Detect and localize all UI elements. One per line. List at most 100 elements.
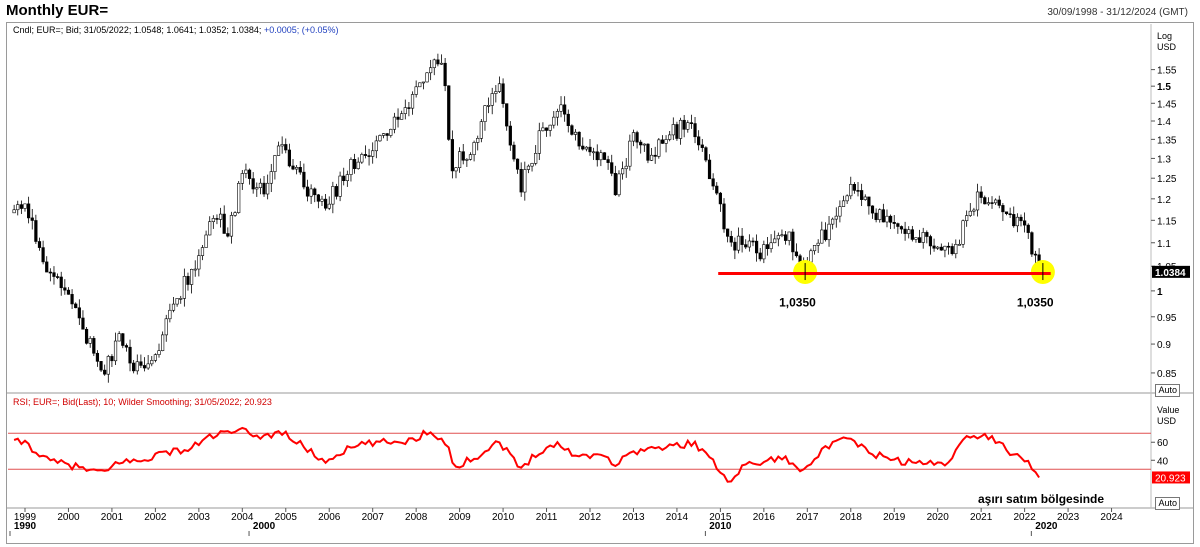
candle-up <box>592 151 596 154</box>
x-tick-label: 2001 <box>101 512 124 523</box>
candle-down <box>19 204 23 209</box>
candle-up <box>834 215 838 220</box>
candle-up <box>1015 216 1019 227</box>
candle-up <box>113 340 118 362</box>
candle-down <box>682 119 686 130</box>
candle-down <box>744 244 748 248</box>
candle-up <box>671 124 675 136</box>
candle-down <box>92 338 96 354</box>
candle-up <box>773 238 777 244</box>
candle-down <box>856 190 860 192</box>
candle-up <box>16 204 20 211</box>
x-tick-label: 2019 <box>883 512 906 523</box>
last-price-label: 1.0384 <box>1155 268 1186 279</box>
candle-up <box>494 91 498 94</box>
price-tick-label: 1.4 <box>1157 117 1171 128</box>
rsi-auto-button[interactable]: Auto <box>1155 497 1180 510</box>
candle-up <box>617 173 621 196</box>
candle-down <box>852 184 856 191</box>
candle-down <box>103 369 107 375</box>
candle-up <box>190 269 194 285</box>
x-decade-label: 2000 <box>253 521 276 532</box>
candle-up <box>780 234 784 237</box>
candle-down <box>925 232 929 237</box>
rsi-last-box <box>1152 471 1190 484</box>
price-tick-label: 0.9 <box>1157 340 1171 351</box>
candle-down <box>765 244 770 250</box>
candle-up <box>200 247 205 256</box>
candle-down <box>544 127 549 131</box>
candle-up <box>403 107 407 114</box>
candle-up <box>820 229 824 244</box>
candle-down <box>45 261 49 273</box>
candle-up <box>649 154 654 161</box>
x-tick-label: 1999 <box>14 512 37 523</box>
x-tick-label: 2003 <box>188 512 211 523</box>
candle-down <box>66 289 71 295</box>
candle-up <box>838 206 842 217</box>
candle-up <box>548 124 552 131</box>
price-auto-button[interactable]: Auto <box>1155 384 1180 397</box>
candle-up <box>559 104 563 112</box>
candle-down <box>63 287 67 291</box>
candle-down <box>755 240 759 254</box>
candle-down <box>305 186 310 197</box>
candle-up <box>584 146 588 150</box>
candle-down <box>653 154 657 157</box>
candle-down <box>128 346 132 364</box>
candle-up <box>914 237 918 240</box>
candle-up <box>208 221 212 236</box>
candle-up <box>237 182 241 213</box>
candle-up <box>273 155 277 172</box>
candle-up <box>541 127 545 132</box>
candle-down <box>910 229 914 240</box>
rsi-last-label: 20.923 <box>1155 473 1186 484</box>
candle-up <box>309 188 313 197</box>
candle-down <box>501 83 505 104</box>
candle-down <box>81 317 85 330</box>
price-tick-label: 0.85 <box>1157 369 1177 380</box>
candle-up <box>863 196 867 200</box>
candle-up <box>458 151 462 168</box>
price-info-text: Cndl; EUR=; Bid; 31/05/2022; 1.0548; 1.0… <box>13 25 262 35</box>
candle-up <box>378 135 382 142</box>
date-range: 30/09/1998 - 31/12/2024 (GMT) <box>1047 7 1188 18</box>
rsi-info-text: RSI; EUR=; Bid(Last); 10; Wilder Smoothi… <box>13 397 272 407</box>
candle-down <box>461 151 465 161</box>
candle-down <box>342 175 346 181</box>
candle-down <box>595 151 599 161</box>
candle-down <box>1026 224 1030 233</box>
candle-up <box>425 72 429 83</box>
candle-down <box>262 182 266 195</box>
candle-up <box>972 209 976 212</box>
price-tick-label: 1.25 <box>1157 174 1177 185</box>
candle-up <box>943 245 947 251</box>
candle-down <box>505 103 509 127</box>
candle-down <box>581 145 585 150</box>
candle-down <box>791 231 795 253</box>
candle-down <box>660 139 665 144</box>
price-tick-label: 0.95 <box>1157 313 1177 324</box>
candle-down <box>566 113 570 126</box>
candle-up <box>809 250 813 263</box>
candle-down <box>1019 216 1023 222</box>
price-tick-label: 1.3 <box>1157 154 1171 165</box>
candle-down <box>436 59 440 65</box>
candle-down <box>124 345 129 348</box>
candle-down <box>251 178 255 190</box>
candle-down <box>588 146 592 153</box>
x-tick-label: 2024 <box>1100 512 1123 523</box>
candle-down <box>352 159 357 169</box>
candle-up <box>965 215 969 222</box>
candle-up <box>106 356 110 375</box>
candle-down <box>1023 220 1027 226</box>
candle-up <box>537 130 541 154</box>
candle-down <box>84 328 89 344</box>
candle-up <box>171 303 176 311</box>
candle-down <box>823 229 828 241</box>
price-change-text: +0.0005; (+0.05%) <box>263 25 339 35</box>
candle-down <box>77 307 81 319</box>
candle-down <box>867 196 871 207</box>
candle-up <box>266 182 270 195</box>
candle-down <box>186 276 190 285</box>
